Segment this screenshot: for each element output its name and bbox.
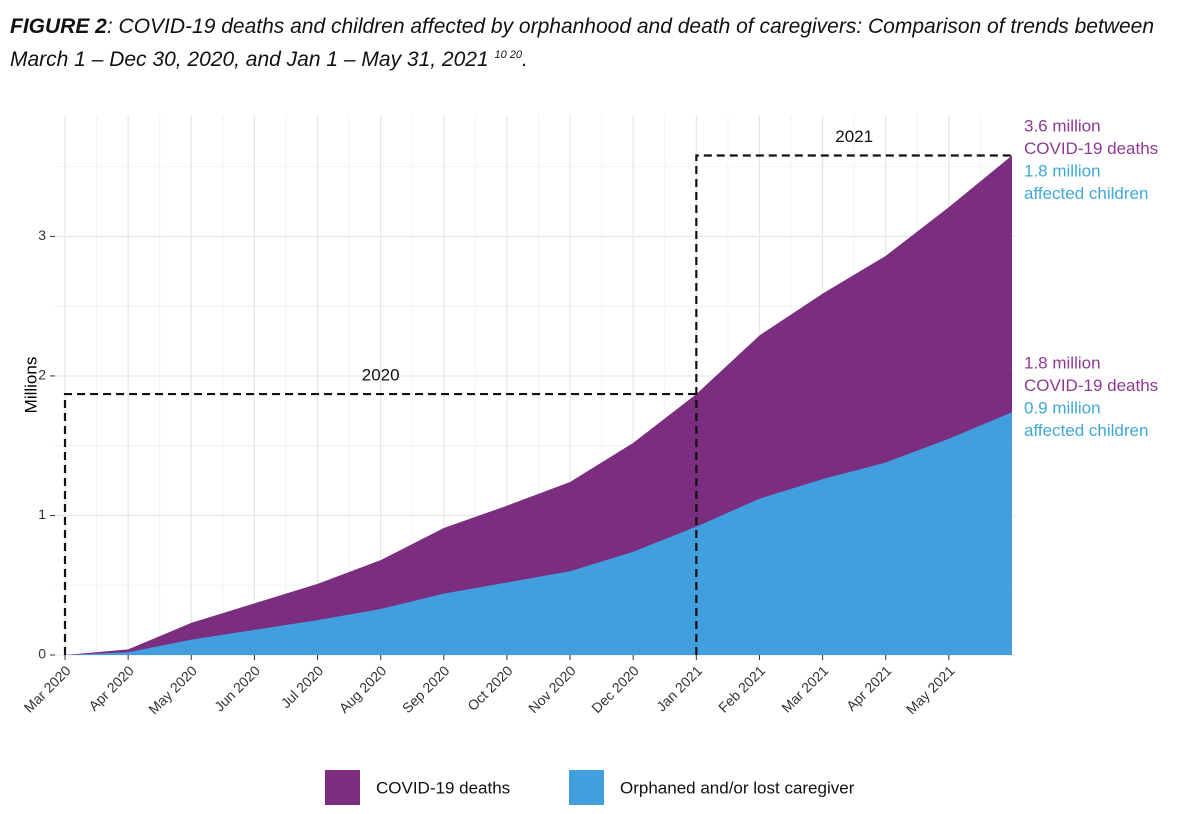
- y-tick-label: 2: [38, 367, 46, 383]
- y-tick-label: 0: [38, 646, 46, 662]
- period-label: 2020: [362, 366, 400, 385]
- x-tick-label: Oct 2020: [464, 662, 516, 714]
- x-tick-label: Apr 2021: [843, 662, 895, 714]
- title-end: .: [522, 48, 528, 71]
- x-tick-label: Dec 2020: [588, 662, 642, 716]
- legend-swatch: [569, 770, 604, 805]
- x-tick-label: Sep 2020: [399, 662, 453, 716]
- end-label: 1.8 million: [1024, 353, 1101, 372]
- end-label: affected children: [1024, 421, 1148, 440]
- end-label: affected children: [1024, 184, 1148, 203]
- y-tick-label: 1: [38, 506, 46, 522]
- end-label: 1.8 million: [1024, 161, 1101, 180]
- end-label: 3.6 million: [1024, 116, 1101, 135]
- title-refs: 10 20: [494, 49, 523, 61]
- x-tick-label: Jun 2020: [211, 662, 263, 714]
- period-label: 2021: [835, 127, 873, 146]
- x-tick-label: Nov 2020: [525, 662, 579, 716]
- x-tick-label: Jul 2020: [278, 662, 327, 711]
- x-tick-label: May 2020: [145, 662, 200, 717]
- end-label: COVID-19 deaths: [1024, 139, 1158, 158]
- figure-title: FIGURE 2: COVID-19 deaths and children a…: [10, 12, 1190, 74]
- period-box: [695, 154, 1012, 655]
- area: [65, 412, 1012, 655]
- legend-label: Orphaned and/or lost caregiver: [620, 778, 855, 797]
- x-tick-label: Apr 2020: [85, 662, 137, 714]
- x-tick-label: Jan 2021: [653, 662, 705, 714]
- legend-swatch: [325, 770, 360, 805]
- end-label: 0.9 million: [1024, 398, 1101, 417]
- title-text: : COVID-19 deaths and children affected …: [10, 15, 1154, 71]
- x-tick-label: Mar 2021: [778, 662, 831, 715]
- x-tick-label: Mar 2020: [21, 662, 74, 715]
- end-label: COVID-19 deaths: [1024, 376, 1158, 395]
- figure-label: FIGURE 2: [10, 15, 107, 38]
- y-axis-label: Millions: [21, 357, 40, 414]
- y-tick-label: 3: [38, 227, 46, 243]
- period-box: [63, 392, 697, 655]
- x-tick-label: Aug 2020: [336, 662, 390, 716]
- x-tick-label: May 2021: [903, 662, 958, 717]
- legend-label: COVID-19 deaths: [376, 778, 510, 797]
- x-tick-label: Feb 2021: [715, 662, 768, 715]
